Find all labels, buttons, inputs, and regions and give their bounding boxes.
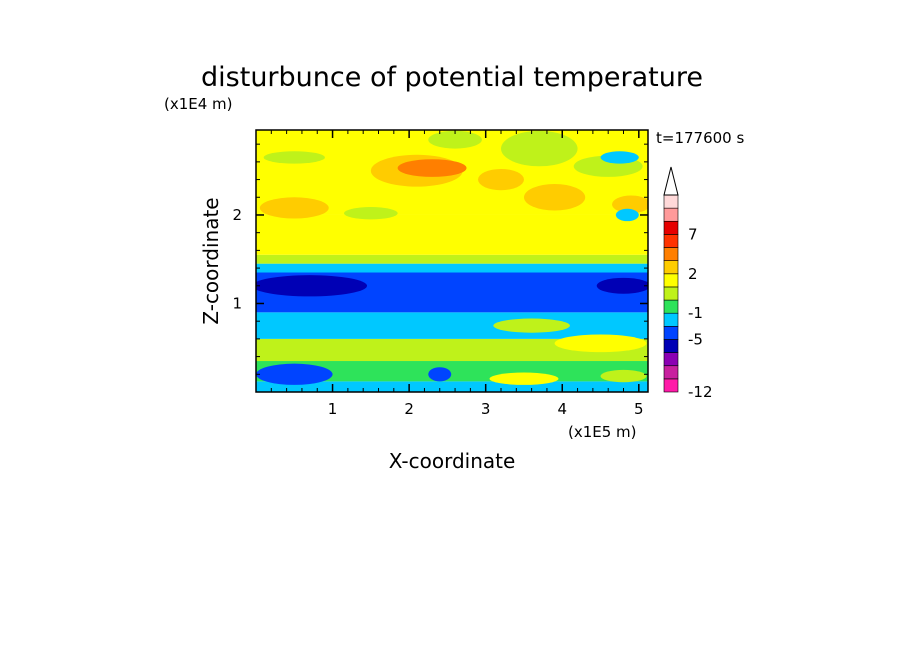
x-tick-label: 3: [481, 400, 491, 418]
contour-fill: [256, 130, 648, 392]
x-axis-label: X-coordinate: [389, 449, 516, 473]
contour-feature-7: [344, 207, 398, 220]
contour-feature-5: [478, 168, 524, 191]
contour-feature-13: [256, 275, 367, 297]
colorbar-segment: [663, 220, 679, 235]
contour-feature-4: [612, 195, 648, 214]
contour-band-0: [256, 381, 648, 392]
x-unit-label: (x1E5 m): [568, 423, 637, 441]
y-axis: 12: [232, 143, 648, 375]
y-tick-label: 1: [232, 294, 242, 312]
contour-feature-10: [428, 130, 482, 149]
colorbar-segment: [663, 234, 679, 248]
contour-feature-16: [428, 367, 452, 382]
y-axis-label: Z-coordinate: [199, 197, 223, 324]
colorbar-segment: [663, 247, 679, 261]
colorbar-tick-label: -12: [688, 383, 713, 401]
contour-feature-18: [600, 369, 647, 383]
colorbar-segment: [663, 273, 679, 288]
colorbar-segment: [663, 326, 679, 340]
contour-feature-17: [489, 372, 559, 385]
y-tick-label: 2: [232, 206, 242, 224]
contour-feature-14: [596, 277, 648, 294]
colorbar-segment: [663, 286, 679, 301]
time-label: t=177600 s: [656, 129, 744, 147]
contour-feature-15: [256, 363, 333, 385]
colorbar-segment: [663, 378, 679, 393]
x-tick-label: 1: [328, 400, 338, 418]
colorbar-segment: [663, 365, 679, 380]
colorbar-tick-label: -5: [688, 330, 703, 348]
contour-band-7: [256, 214, 648, 255]
contour-feature-2: [259, 197, 329, 219]
colorbar-segment: [663, 352, 679, 367]
contour-band-5: [256, 263, 648, 273]
contour-feature-1: [397, 159, 467, 177]
colorbar-extend-arrow: [663, 166, 679, 196]
colorbar: 7 2 -1 -5 -12: [663, 166, 713, 401]
colorbar-segment: [663, 260, 679, 275]
contour-band-6: [256, 254, 648, 264]
colorbar-segment: [663, 207, 679, 222]
contour-band-2: [256, 338, 648, 362]
y-unit-label: (x1E4 m): [164, 95, 233, 113]
contour-feature-8: [501, 130, 578, 167]
colorbar-segment: [663, 339, 679, 353]
x-axis: 1 2 3 4 5: [270, 130, 644, 418]
colorbar-tick-label: 2: [688, 265, 698, 283]
contour-feature-20: [493, 318, 570, 333]
contour-feature-19: [554, 334, 647, 353]
colorbar-segment: [663, 299, 679, 314]
contour-feature-11: [600, 151, 639, 164]
contour-feature-6: [263, 151, 325, 164]
plot-frame: [255, 129, 649, 393]
contour-feature-3: [523, 183, 586, 211]
x-tick-label: 5: [634, 400, 644, 418]
contour-feature-12: [615, 208, 639, 222]
colorbar-segment: [663, 312, 679, 327]
contour-band-3: [256, 312, 648, 339]
x-tick-label: 2: [404, 400, 414, 418]
chart-title: disturbunce of potential temperature: [201, 62, 703, 93]
colorbar-tick-label: -1: [688, 304, 703, 322]
colorbar-segment: [663, 194, 679, 209]
x-tick-label: 4: [557, 400, 567, 418]
colorbar-tick-label: 7: [688, 225, 698, 243]
